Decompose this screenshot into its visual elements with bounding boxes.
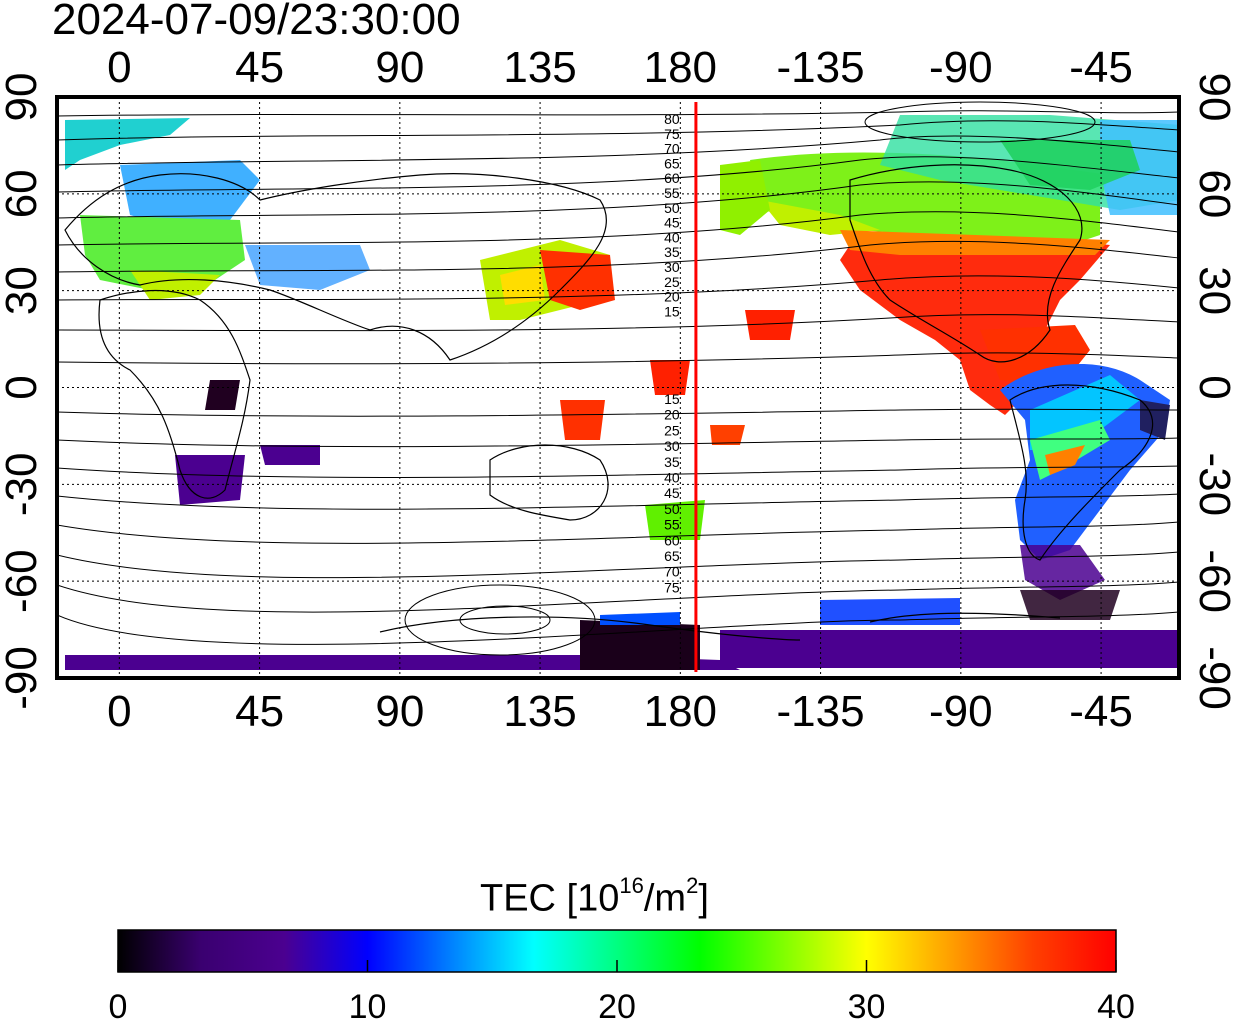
bottom-lon-tick-label: 0 [107, 687, 131, 736]
contour-label-south: 30 [664, 438, 680, 454]
map-gridlines [57, 96, 1179, 679]
colorbar-ticks: 0 10 20 30 40 [109, 960, 1135, 1021]
top-lon-tick-label: 180 [644, 43, 717, 92]
colorbar-title-square: 2 [686, 873, 699, 898]
top-lon-tick-label: 45 [235, 43, 284, 92]
left-lat-tick-label: 60 [0, 169, 46, 218]
magnetic-latitude-contours [57, 101, 1179, 656]
contour-label-north: 70 [664, 141, 680, 157]
bottom-lon-tick-label: 180 [644, 687, 717, 736]
contour-label-south: 40 [664, 470, 680, 486]
tec-data-layer [65, 115, 1179, 670]
right-lat-tick-label: 60 [1190, 169, 1235, 218]
right-lat-tick-label: -60 [1190, 549, 1235, 613]
contour-label-north: 75 [664, 126, 680, 142]
colorbar-tick-label: 20 [598, 988, 636, 1021]
right-lat-tick-label: 30 [1190, 266, 1235, 315]
right-lat-tick-label: 0 [1190, 375, 1235, 399]
colorbar-title: TEC [1016/m2] [480, 868, 709, 921]
colorbar-tick-label: 30 [848, 988, 886, 1021]
contour-label-north: 20 [664, 289, 680, 305]
contour-label-north: 25 [664, 274, 680, 290]
contour-value-labels: 8075706560555045403530252015152025303540… [664, 111, 680, 595]
contour-label-north: 55 [664, 185, 680, 201]
left-lat-tick-label: -90 [0, 646, 46, 710]
top-lon-tick-label: -135 [777, 43, 865, 92]
bottom-lon-tick-label: 135 [503, 687, 576, 736]
left-lat-tick-label: -30 [0, 453, 46, 517]
bottom-lon-tick-label: -135 [777, 687, 865, 736]
colorbar-title-exponent: 16 [619, 873, 644, 898]
top-lon-tick-label: 90 [375, 43, 424, 92]
contour-label-south: 15 [664, 391, 680, 407]
bottom-lon-tick-label: -90 [929, 687, 993, 736]
left-lat-tick-label: 0 [0, 375, 46, 399]
colorbar-tick-label: 40 [1097, 988, 1135, 1021]
right-lat-tick-label: 90 [1190, 73, 1235, 122]
colorbar-title-main: TEC [10 [480, 877, 620, 920]
bottom-lon-tick-label: 90 [375, 687, 424, 736]
map-axis-labels: 0 0 45 45 90 90 135 135 180 180 -135 -135 -90 -90 -45 -… [0, 43, 1235, 736]
contour-label-south: 35 [664, 454, 680, 470]
contour-label-south: 60 [664, 532, 680, 548]
left-lat-tick-label: -60 [0, 549, 46, 613]
bottom-lon-tick-label: 45 [235, 687, 284, 736]
coastlines [64, 164, 1154, 641]
top-lon-tick-label: -90 [929, 43, 993, 92]
contour-label-north: 65 [664, 155, 680, 171]
bottom-lon-tick-label: -45 [1069, 687, 1133, 736]
top-lon-tick-label: 0 [107, 43, 131, 92]
contour-label-south: 20 [664, 407, 680, 423]
contour-label-south: 25 [664, 422, 680, 438]
contour-label-north: 80 [664, 111, 680, 127]
colorbar-title-unit: /m [643, 877, 687, 920]
colorbar-tick-label: 0 [109, 988, 128, 1021]
contour-label-north: 40 [664, 229, 680, 245]
contour-label-south: 75 [664, 579, 680, 595]
right-lat-tick-label: -30 [1190, 453, 1235, 517]
contour-label-south: 50 [664, 501, 680, 517]
colorbar-tick-label: 10 [349, 988, 387, 1021]
contour-label-south: 55 [664, 517, 680, 533]
contour-label-north: 15 [664, 303, 680, 319]
contour-label-north: 45 [664, 215, 680, 231]
map-timestamp: 2024-07-09/23:30:00 [52, 0, 461, 44]
contour-label-north: 35 [664, 244, 680, 260]
contour-label-north: 60 [664, 170, 680, 186]
contour-label-south: 70 [664, 564, 680, 580]
left-lat-tick-label: 90 [0, 73, 46, 122]
colorbar-title-end: ] [698, 877, 709, 920]
contour-label-north: 50 [664, 200, 680, 216]
contour-label-north: 30 [664, 259, 680, 275]
contour-label-south: 45 [664, 485, 680, 501]
top-lon-tick-label: 135 [503, 43, 576, 92]
map-frame [55, 95, 1181, 680]
right-lat-tick-label: -90 [1190, 646, 1235, 710]
left-lat-tick-label: 30 [0, 266, 46, 315]
contour-label-south: 65 [664, 548, 680, 564]
top-lon-tick-label: -45 [1069, 43, 1133, 92]
